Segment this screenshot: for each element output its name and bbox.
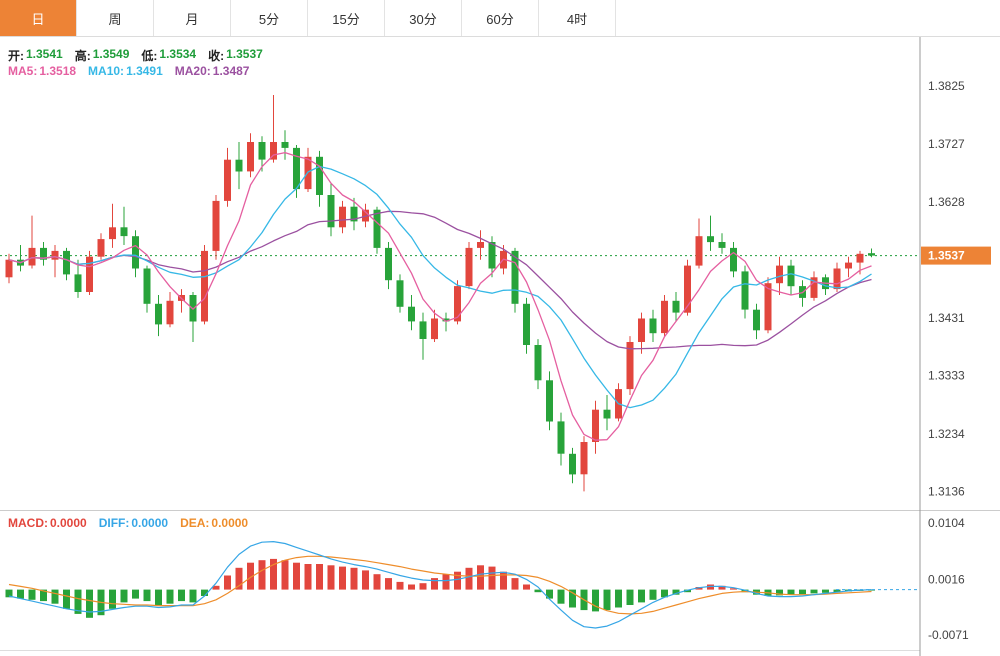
svg-text:0.0104: 0.0104 xyxy=(928,516,965,530)
svg-text:-0.0071: -0.0071 xyxy=(928,628,969,642)
svg-text:1.3136: 1.3136 xyxy=(928,484,965,498)
svg-text:1.3537: 1.3537 xyxy=(928,249,965,263)
tab-4时[interactable]: 4时 xyxy=(539,0,616,36)
svg-text:1.3431: 1.3431 xyxy=(928,311,965,325)
svg-text:1.3628: 1.3628 xyxy=(928,195,965,209)
tab-周[interactable]: 周 xyxy=(77,0,154,36)
svg-text:1.3727: 1.3727 xyxy=(928,137,965,151)
tab-60分[interactable]: 60分 xyxy=(462,0,539,36)
svg-text:0.0016: 0.0016 xyxy=(928,572,965,586)
tab-月[interactable]: 月 xyxy=(154,0,231,36)
tab-30分[interactable]: 30分 xyxy=(385,0,462,36)
main-chart-panel: 1.3825 1.3727 1.3628 1.3431 1.3333 1.3234 1.31… xyxy=(0,37,1000,510)
tab-日[interactable]: 日 xyxy=(0,0,77,36)
svg-text:1.3825: 1.3825 xyxy=(928,79,965,93)
svg-text:1.3333: 1.3333 xyxy=(928,369,965,383)
tab-15分[interactable]: 15分 xyxy=(308,0,385,36)
tab-5分[interactable]: 5分 xyxy=(231,0,308,36)
macd-panel: 0.0104 0.0016 -0.0071 MACD: 0.0000 DIFF: 0.00… xyxy=(0,510,1000,656)
timeframe-tabbar: 日周月 5分 15分 30分 60分 4时 xyxy=(0,0,1000,37)
svg-text:1.3234: 1.3234 xyxy=(928,427,965,441)
